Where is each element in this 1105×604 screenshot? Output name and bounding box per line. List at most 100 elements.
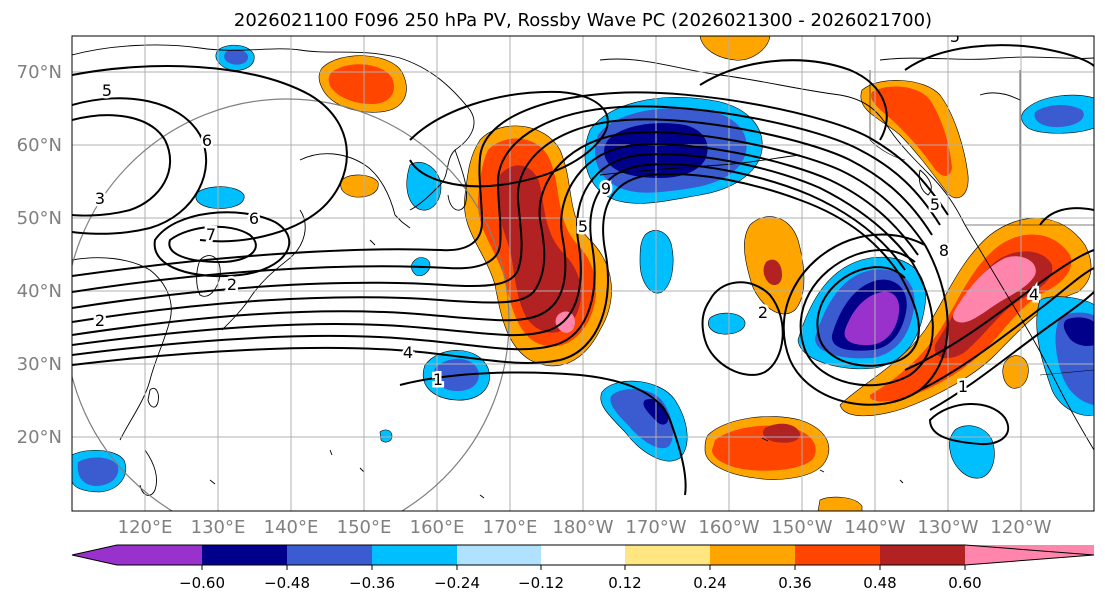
- colorbar-label: −0.60: [179, 574, 225, 592]
- contour-label: 8: [939, 241, 949, 260]
- contour-label: 5: [930, 195, 940, 214]
- map-title: 2026021100 F096 250 hPa PV, Rossby Wave …: [234, 10, 932, 31]
- contour-trough-east-3: [782, 233, 949, 406]
- contour-label: 2: [95, 311, 105, 330]
- pos-anomaly-midpacific-core: [763, 259, 782, 286]
- pos-anomaly-top: [699, 36, 771, 61]
- neg-anomaly-sw-corner-core: [77, 457, 119, 486]
- coast-china: [72, 257, 172, 441]
- contour-label: 5: [578, 217, 588, 236]
- pos-anomaly-hawaii-dark: [763, 423, 800, 443]
- contour-label: 2: [758, 303, 768, 322]
- contour-high-7: [168, 225, 257, 264]
- islands-pacific: [209, 437, 904, 499]
- contour-west-high: [72, 65, 348, 243]
- contour-trough-east-2: [799, 249, 934, 387]
- contour-label: 5: [950, 27, 960, 46]
- contour-label: 6: [202, 131, 212, 150]
- contour-label: 6: [249, 209, 259, 228]
- colorbar-ticks: [201, 565, 966, 570]
- lon-label: 170°E: [483, 517, 538, 538]
- pos-anomaly-small-2: [1002, 355, 1029, 389]
- colorbar-label: 0.12: [608, 574, 641, 592]
- lon-label: 120°W: [990, 517, 1051, 538]
- contour-west-loop: [72, 114, 171, 217]
- neg-anomaly-japan-north: [195, 186, 245, 209]
- colorbar-extend-high: [965, 545, 1094, 565]
- lat-label: 40°N: [17, 281, 62, 302]
- pos-anomaly-central-pacific-peak: [555, 311, 575, 333]
- contour-high-6: [153, 211, 291, 278]
- pv-contours: [72, 44, 1094, 496]
- contour-cutoff-2: [701, 281, 784, 376]
- contour-north-east: [699, 59, 888, 141]
- contour-jet-8: [72, 91, 949, 277]
- islands: [209, 214, 904, 499]
- lon-label: 180°W: [552, 517, 613, 538]
- contour-subtropic: [399, 371, 687, 496]
- map-frame: [71, 35, 1095, 512]
- coast-okhotsk: [299, 153, 396, 216]
- neg-anomaly-siberia-core: [224, 49, 249, 65]
- contour-label: 3: [95, 189, 105, 208]
- coast-alaska: [599, 58, 966, 226]
- contour-north-east-2: [904, 44, 1094, 71]
- colorbar-label: 0.36: [778, 574, 811, 592]
- lon-label: 120°E: [118, 517, 173, 538]
- contour-label: 1: [958, 377, 968, 396]
- neg-anomaly-east-edge-dark: [1063, 317, 1094, 346]
- lon-label: 130°E: [191, 517, 246, 538]
- colorbar-bin: [117, 545, 202, 565]
- lon-label: 160°E: [410, 517, 465, 538]
- coast-hudson: [979, 92, 1021, 101]
- contour-label: 5: [102, 81, 112, 100]
- lon-label: 150°E: [337, 517, 392, 538]
- border-us-mexico: [1039, 369, 1094, 376]
- contour-jet-4: [72, 143, 919, 336]
- colorbar-label: −0.48: [264, 574, 310, 592]
- contour-east-edge: [1039, 207, 1094, 226]
- contour-jet-1: [72, 173, 901, 366]
- lat-label: 50°N: [17, 208, 62, 229]
- coast-bc-islands: [918, 169, 932, 196]
- contour-east-ridge: [904, 249, 1094, 371]
- map-panel: 5 6 3 6 7 2 2 4 1 9 5 5 8 2 1 4 5: [72, 27, 1094, 511]
- neg-anomaly-east-tropics: [948, 425, 995, 479]
- colorbar-bin: [541, 545, 625, 565]
- contour-jet-7: [72, 105, 941, 293]
- coast-taiwan: [147, 387, 159, 408]
- coast-north-america: [964, 224, 1094, 451]
- colorbar: −0.60 −0.48 −0.36 −0.24 −0.12 0.12 0.24 …: [71, 544, 1095, 592]
- contour-east-ridge-3: [929, 291, 1094, 411]
- colorbar-label: −0.36: [349, 574, 395, 592]
- longitude-labels: 120°E 130°E 140°E 150°E 160°E 170°E 180°…: [118, 517, 1052, 538]
- colorbar-label: 0.24: [693, 574, 726, 592]
- contour-jet-2: [72, 163, 906, 356]
- contour-label: 4: [1029, 285, 1039, 304]
- neg-anomaly-midpac-small-2: [708, 312, 746, 335]
- lat-label: 20°N: [17, 427, 62, 448]
- lat-label: 30°N: [17, 354, 62, 375]
- neg-anomaly-cutoff-peak: [844, 291, 900, 346]
- contour-label: 9: [601, 179, 611, 198]
- contour-labels: 5 6 3 6 7 2 2 4 1 9 5 5 8 2 1 4 5: [92, 27, 1041, 399]
- contour-jet-6: [72, 118, 933, 309]
- pos-anomaly-alaska-core: [871, 86, 952, 176]
- lat-label: 60°N: [17, 135, 62, 156]
- colorbar-label: −0.24: [434, 574, 480, 592]
- pos-anomaly-small-1: [340, 174, 379, 198]
- coast-philippines: [139, 449, 157, 496]
- coast-arctic: [879, 56, 1094, 61]
- colorbar-bin: [202, 545, 287, 565]
- colorbar-label: 0.60: [948, 574, 981, 592]
- contour-north-loop: [409, 90, 609, 188]
- contour-trough-east: [816, 266, 920, 367]
- lon-label: 130°W: [917, 517, 978, 538]
- pos-anomaly-okhotsk-core: [328, 64, 394, 104]
- coast-kamchatka: [447, 149, 467, 211]
- latitude-labels: 70°N 60°N 50°N 40°N 30°N 20°N: [17, 62, 62, 448]
- neg-anomaly-midpac-small: [639, 230, 674, 294]
- neg-anomaly-dot: [379, 429, 393, 443]
- contour-sub-low: [928, 403, 1010, 446]
- lat-label: 70°N: [17, 62, 62, 83]
